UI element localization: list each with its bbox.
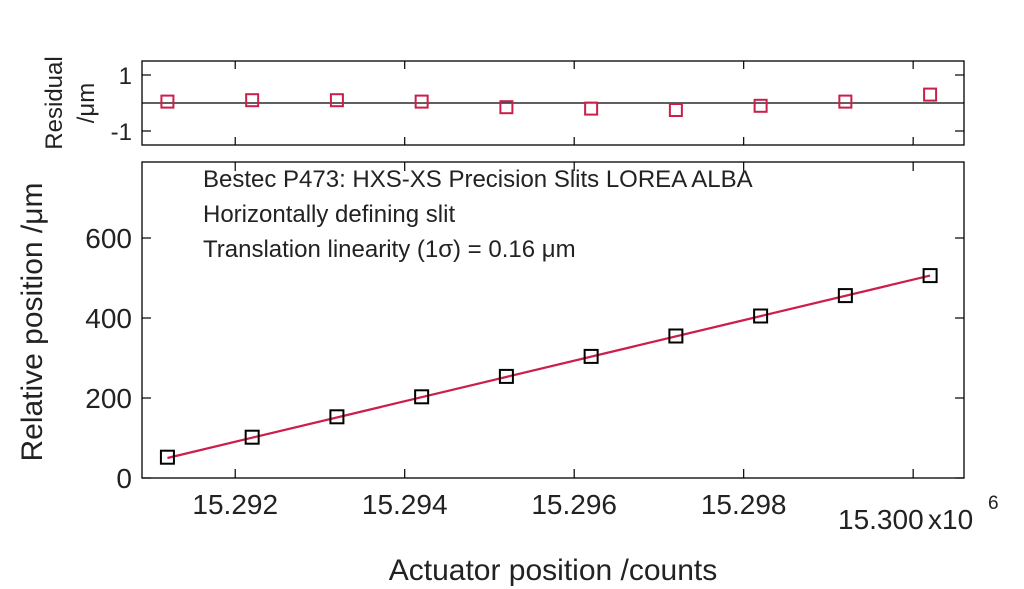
residual-data-point [414,94,429,109]
residual-data-point [923,87,938,102]
x-multiplier-exponent: 6 [988,493,999,514]
residual-data-point [329,93,344,108]
x-tick-label: 15.298 [701,489,787,520]
x-tick-label: 15.294 [362,489,448,520]
main-plot-frame [141,161,965,479]
main-data-point [753,308,769,324]
residual-data-point [753,98,768,113]
main-data-point [498,368,514,384]
main-data-point [329,409,345,425]
residual-y-tick-label: -1 [111,119,132,146]
residual-y-tick-label: 1 [119,63,132,90]
y-tick-label: 0 [116,463,132,494]
x-tick-label: 15.300 [838,504,924,535]
y-tick-label: 200 [85,383,132,414]
main-data-point [668,328,684,344]
x-axis-title: Actuator position /counts [389,554,718,587]
main-data-point [583,348,599,364]
annotation-subtitle: Horizontally defining slit [203,201,455,228]
residual-data-point [838,94,853,109]
residual-data-point [245,93,260,108]
y-axis-title: Relative position /μm [16,182,49,461]
residual-axis-title-line1: Residual [41,56,68,149]
x-tick-label: 15.296 [531,489,617,520]
residual-panel: 1 -1 [111,60,965,146]
x-tick-label: 15.292 [192,489,278,520]
x-multiplier-label: x10 [928,504,973,535]
main-data-point [244,429,260,445]
residual-data-point [668,103,683,117]
main-data-point [922,268,938,284]
fit-line [167,274,931,460]
residual-data-point [584,101,599,116]
y-tick-label: 600 [85,223,132,254]
y-tick-label: 400 [85,303,132,334]
annotation-title: Bestec P473: HXS-XS Precision Slits LORE… [203,166,753,193]
residual-data-point [160,94,175,109]
residual-axis-title-line2: /μm [73,83,100,124]
main-data-point [837,288,853,304]
main-panel: 15.292 15.294 15.296 15.298 15.300 x10 6 0 200 40… [85,161,999,535]
annotations: Bestec P473: HXS-XS Precision Slits LORE… [203,166,753,263]
main-data-point [414,389,430,405]
residual-data-point [499,100,514,115]
annotation-linearity: Translation linearity (1σ) = 0.16 μm [203,236,576,263]
main-data-point [159,449,175,465]
